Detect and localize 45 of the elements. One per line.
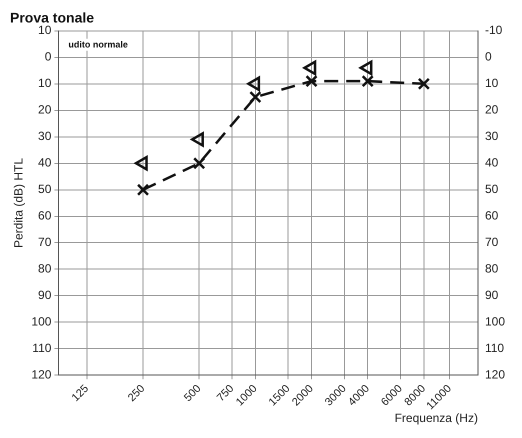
y2-tick-label: 10 (484, 76, 499, 90)
x-tick-label: 125 (70, 382, 92, 404)
y2-tick-label: 50 (484, 182, 499, 196)
y-tick-label: 0 (44, 50, 52, 64)
point (303, 60, 316, 76)
x-tick-label: 250 (126, 382, 148, 404)
y-tick-label: 80 (38, 262, 52, 276)
y-tick-label: 10 (38, 23, 52, 38)
point (361, 74, 374, 88)
point (192, 157, 206, 170)
y-tick-label: 110 (32, 341, 52, 356)
point (418, 78, 430, 90)
chart-title: Prova tonale (10, 9, 94, 26)
y-tick-label: 120 (31, 368, 52, 382)
point (134, 156, 148, 171)
point (190, 132, 204, 147)
y2-tick-label: 120 (484, 368, 506, 382)
y-tick-label: 60 (38, 208, 52, 223)
y-tick-label: 20 (38, 102, 52, 117)
y2-tick-label: 40 (484, 156, 499, 170)
y-tick-label: 40 (38, 156, 52, 170)
y-tick-label: 90 (38, 288, 52, 302)
y2-tick-label: 70 (484, 235, 499, 250)
x-tick-label: 750 (214, 382, 236, 404)
y-tick-label: 10 (38, 76, 52, 90)
y-tick-label: 30 (38, 129, 52, 144)
point (305, 74, 318, 88)
y2-tick-label: 60 (484, 208, 499, 223)
y2-tick-label: 110 (484, 341, 504, 356)
y-axis-title: Perdita (dB) HTL (12, 158, 26, 248)
annotation: udito normale (68, 39, 128, 50)
point (247, 76, 260, 92)
point (249, 90, 262, 104)
y-tick-label: 100 (31, 314, 52, 329)
y2-tick-label: 20 (484, 102, 499, 117)
y-tick-label: 70 (38, 235, 52, 250)
y2-tick-label: 30 (484, 129, 499, 144)
y-tick-label: 50 (38, 182, 52, 196)
y2-tick-label: 100 (484, 314, 506, 329)
x-tick-label: 500 (182, 382, 204, 404)
y2-tick-label: -10 (484, 23, 503, 38)
y2-tick-label: 80 (484, 262, 499, 276)
y2-tick-label: 90 (484, 288, 499, 302)
y2-tick-label: 0 (484, 50, 492, 64)
x-axis-title: Frequenza (Hz) (394, 411, 478, 426)
